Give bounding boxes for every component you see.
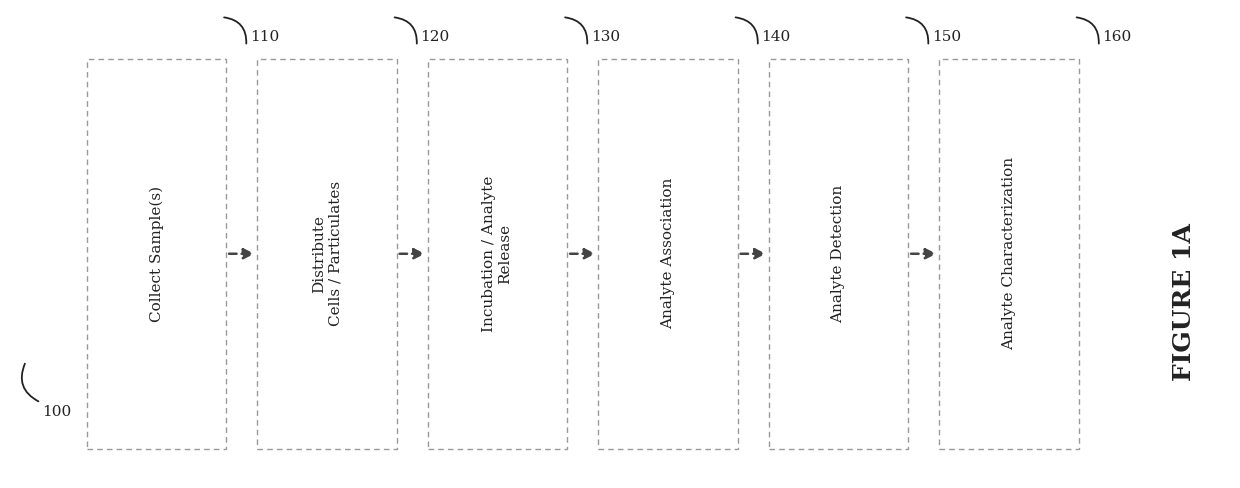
Bar: [258, 59, 397, 449]
Bar: [940, 59, 1079, 449]
Text: 150: 150: [932, 30, 961, 44]
Text: Analyte Characterization: Analyte Characterization: [1002, 157, 1016, 350]
Bar: [599, 59, 738, 449]
Text: 100: 100: [42, 405, 72, 419]
Text: FIGURE 1A: FIGURE 1A: [1172, 224, 1197, 382]
Text: Incubation / Analyte
Release: Incubation / Analyte Release: [482, 176, 512, 332]
Text: 110: 110: [250, 30, 279, 44]
Text: 130: 130: [591, 30, 620, 44]
Bar: [87, 59, 226, 449]
Bar: [769, 59, 909, 449]
Text: Analyte Association: Analyte Association: [661, 178, 675, 329]
Text: Analyte Detection: Analyte Detection: [832, 184, 846, 323]
Text: 140: 140: [761, 30, 791, 44]
Text: 120: 120: [420, 30, 450, 44]
Bar: [428, 59, 567, 449]
Text: 160: 160: [1102, 30, 1132, 44]
Text: Distribute
Cells / Particulates: Distribute Cells / Particulates: [312, 181, 342, 326]
Text: Collect Sample(s): Collect Sample(s): [149, 186, 164, 322]
